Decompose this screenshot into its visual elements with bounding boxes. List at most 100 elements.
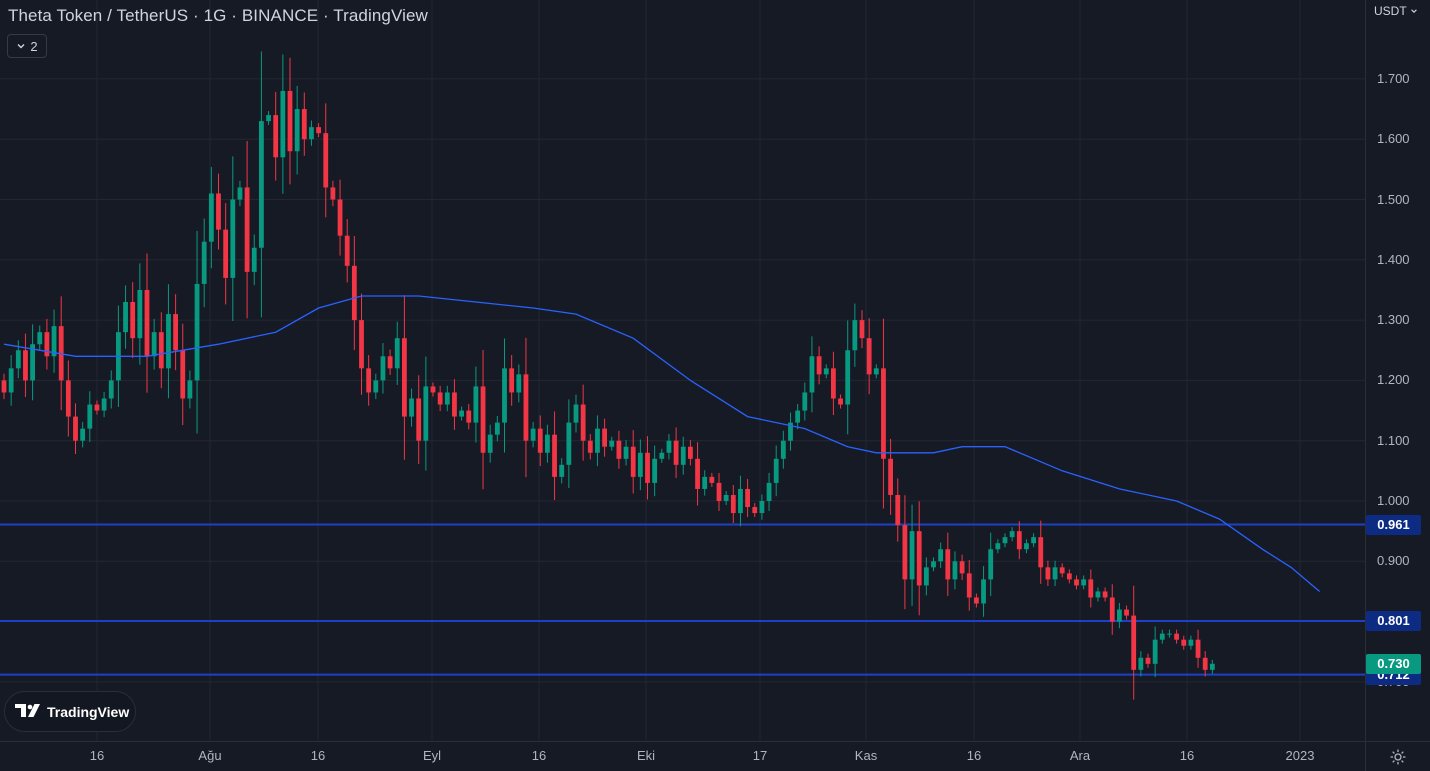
candle-body bbox=[223, 229, 229, 278]
candle-body bbox=[1024, 543, 1029, 550]
candle-body bbox=[1117, 609, 1122, 622]
candle-body bbox=[137, 289, 143, 339]
candle-body bbox=[931, 561, 936, 568]
candle-body bbox=[1002, 537, 1008, 544]
price-tick-label: 1.400 bbox=[1377, 251, 1410, 267]
candle-body bbox=[602, 428, 607, 447]
candle-body bbox=[1202, 657, 1208, 670]
candle-body bbox=[1131, 615, 1137, 670]
candle-body bbox=[802, 392, 808, 411]
candle-body bbox=[187, 380, 193, 399]
candle-body bbox=[609, 440, 615, 447]
candle-body bbox=[15, 350, 21, 369]
candle-body bbox=[394, 338, 400, 369]
tradingview-logo-icon bbox=[15, 702, 41, 721]
candle-body bbox=[1059, 567, 1065, 574]
candle-body bbox=[873, 368, 879, 375]
candle-body bbox=[1081, 579, 1087, 586]
candle-body bbox=[859, 320, 865, 339]
candle-body bbox=[44, 332, 50, 357]
candle-body bbox=[294, 109, 300, 152]
candle-body bbox=[216, 193, 221, 230]
settings-gear-icon[interactable] bbox=[1365, 741, 1430, 771]
candle-body bbox=[952, 561, 958, 580]
candle-body bbox=[280, 90, 286, 158]
price-tag: 0.801 bbox=[1366, 610, 1421, 631]
candle-body bbox=[80, 428, 86, 441]
candle-body bbox=[473, 386, 479, 423]
candle-body bbox=[201, 241, 207, 284]
candle-body bbox=[444, 392, 450, 405]
candle-body bbox=[373, 380, 379, 393]
candle-body bbox=[1152, 639, 1158, 664]
currency-label: USDT bbox=[1374, 4, 1407, 18]
chart-area[interactable] bbox=[0, 0, 1365, 741]
candle-body bbox=[409, 398, 414, 417]
candle-body bbox=[487, 434, 493, 453]
candle-body bbox=[273, 115, 279, 158]
candle-body bbox=[1188, 639, 1194, 646]
candle-body bbox=[173, 314, 178, 351]
candle-body bbox=[180, 350, 186, 399]
candle-body bbox=[1045, 567, 1051, 580]
candle-body bbox=[959, 561, 965, 574]
candle-body bbox=[1102, 591, 1108, 598]
candle-body bbox=[344, 235, 350, 266]
candle-body bbox=[502, 368, 507, 423]
candle-body bbox=[988, 549, 994, 580]
candle-body bbox=[101, 398, 107, 411]
candle-body bbox=[759, 501, 765, 514]
candle-body bbox=[380, 356, 386, 381]
time-tick-label: Eki bbox=[636, 748, 656, 763]
candle-body bbox=[316, 127, 321, 134]
candle-body bbox=[566, 422, 572, 465]
candle-body bbox=[330, 187, 336, 200]
time-tick-label: 16 bbox=[1179, 748, 1195, 763]
price-tick-label: 1.100 bbox=[1377, 432, 1410, 448]
candle-body bbox=[30, 344, 35, 381]
candle-body bbox=[516, 374, 522, 393]
candle-body bbox=[809, 356, 815, 393]
candle-body bbox=[545, 434, 550, 453]
candle-body bbox=[666, 440, 672, 453]
candlestick-chart[interactable] bbox=[0, 0, 1365, 741]
candle-body bbox=[559, 464, 565, 477]
time-tick-label: Ağu bbox=[198, 748, 222, 763]
candle-body bbox=[752, 507, 758, 514]
candle-body bbox=[766, 482, 772, 501]
tradingview-logo[interactable]: TradingView bbox=[4, 691, 136, 732]
candle-body bbox=[816, 356, 822, 375]
candle-body bbox=[702, 476, 708, 489]
candle-body bbox=[595, 428, 600, 453]
candle-body bbox=[1159, 633, 1165, 640]
candle-body bbox=[645, 452, 650, 483]
candle-body bbox=[673, 440, 679, 465]
candle-body bbox=[287, 90, 293, 152]
candle-body bbox=[1195, 639, 1201, 658]
candle-body bbox=[301, 109, 307, 140]
time-axis[interactable] bbox=[0, 741, 1365, 771]
candle-body bbox=[695, 458, 700, 489]
candle-body bbox=[573, 404, 579, 423]
time-tick-label: 17 bbox=[752, 748, 768, 763]
candle-body bbox=[1095, 591, 1101, 598]
candle-body bbox=[995, 543, 1001, 550]
candle-body bbox=[251, 247, 257, 272]
candle-body bbox=[494, 422, 500, 435]
candle-body bbox=[73, 416, 78, 441]
candle-body bbox=[916, 531, 922, 586]
candle-body bbox=[94, 404, 100, 411]
candle-body bbox=[23, 350, 28, 381]
time-tick-label: Kas bbox=[854, 748, 878, 763]
currency-selector[interactable]: USDT bbox=[1374, 4, 1418, 18]
candle-body bbox=[745, 488, 750, 508]
candle-body bbox=[166, 314, 171, 369]
candle-body bbox=[309, 127, 314, 140]
price-tag: 0.730 bbox=[1366, 653, 1421, 674]
collapse-indicators-button[interactable]: 2 bbox=[7, 34, 47, 58]
candle-body bbox=[144, 289, 150, 357]
candle-body bbox=[87, 404, 93, 429]
candle-body bbox=[1031, 537, 1036, 544]
candle-body bbox=[723, 494, 729, 501]
candle-body bbox=[351, 265, 357, 321]
